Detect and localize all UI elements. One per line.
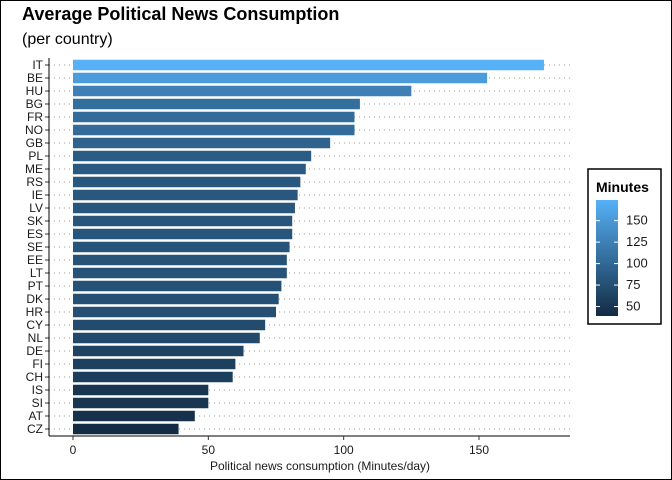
legend-colorbar [596,200,618,316]
y-tick-label: LV [29,201,43,215]
y-tick-label: SI [32,396,43,410]
bar-nl [73,332,260,344]
y-tick-label: ME [25,162,43,176]
x-tick-label: 0 [70,443,77,457]
bar-ee [73,254,287,266]
bar-cy [73,319,266,331]
y-tick-label: NO [25,123,43,137]
y-tick-label: LT [30,266,44,280]
bar-lt [73,267,287,279]
y-tick-label: CZ [27,422,43,436]
y-tick-label: SE [27,240,43,254]
bar-bg [73,98,360,110]
bar-it [73,59,544,71]
bar-lv [73,202,295,214]
bar-rs [73,176,301,188]
bars [73,59,544,435]
bar-de [73,345,244,357]
bar-at [73,410,195,422]
legend-title: Minutes [596,179,649,195]
y-tick-label: IT [32,58,43,72]
y-tick-label: DE [26,344,43,358]
x-tick-label: 150 [469,443,489,457]
y-tick-label: IE [32,188,43,202]
y-tick-label: BE [27,71,43,85]
bar-ch [73,371,233,383]
y-tick-label: DK [26,292,43,306]
legend-tick-label: 75 [626,277,640,292]
y-tick-label: SK [27,214,43,228]
y-tick-label: FR [27,110,43,124]
y-tick-label: AT [29,409,44,423]
y-tick-label: GB [26,136,43,150]
y-tick-label: RS [26,175,43,189]
y-tick-label: CH [26,370,43,384]
color-legend: Minutes 150 125 100 75 50 [587,168,662,325]
x-tick-label: 50 [202,443,216,457]
bar-fi [73,358,236,370]
legend-tick-label: 150 [626,213,648,228]
chart-title: Average Political News Consumption [22,4,340,24]
y-tick-label: PT [28,279,44,293]
bar-is [73,384,209,396]
bar-es [73,228,293,240]
bar-hr [73,306,276,318]
legend-tick-label: 100 [626,256,648,271]
bar-dk [73,293,279,305]
legend-tick-label: 125 [626,234,648,249]
x-axis: 0 50 100 150 [48,58,570,457]
bar-gb [73,137,331,149]
y-tick-label: ES [27,227,43,241]
bar-fr [73,111,355,123]
y-tick-label: BG [26,97,43,111]
y-tick-label: NL [28,331,44,345]
y-tick-label: EE [27,253,43,267]
bar-be [73,72,488,84]
chart-subtitle: (per country) [22,31,113,48]
y-tick-label: IS [32,383,43,397]
bar-se [73,241,290,253]
bar-me [73,163,306,175]
bar-ie [73,189,298,201]
legend-tick-label: 50 [626,299,640,314]
bar-cz [73,423,179,435]
y-tick-labels: ITBEHUBGFRNOGBPLMERSIELVSKESSEEELTPTDKHR… [25,58,49,436]
x-axis-title: Political news consumption (Minutes/day) [210,459,430,473]
bar-no [73,124,355,136]
y-tick-label: HU [26,84,43,98]
x-tick-label: 100 [334,443,354,457]
y-tick-label: FI [32,357,43,371]
bar-pt [73,280,282,292]
y-tick-label: CY [26,318,43,332]
bar-pl [73,150,312,162]
y-tick-label: PL [28,149,43,163]
bar-sk [73,215,293,227]
bar-hu [73,85,412,97]
bar-si [73,397,209,409]
y-tick-label: HR [26,305,44,319]
